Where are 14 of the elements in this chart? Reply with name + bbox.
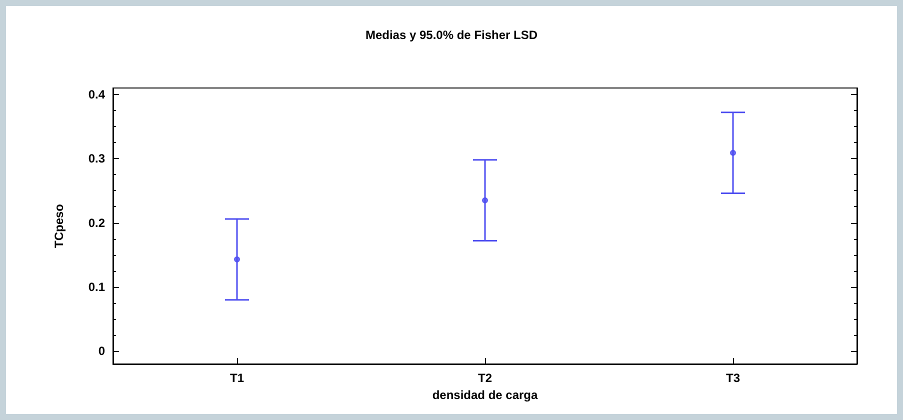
chart-title: Medias y 95.0% de Fisher LSD (365, 28, 538, 42)
x-tick-label: T1 (230, 371, 244, 385)
y-tick-label: 0.1 (88, 280, 106, 294)
y-tick-label: 0 (98, 344, 106, 358)
x-tick-label: T2 (478, 371, 492, 385)
y-tick-label: 0.4 (88, 87, 106, 102)
x-axis-title: densidad de carga (432, 388, 538, 402)
point (234, 256, 240, 262)
point (730, 150, 736, 156)
point (482, 197, 488, 204)
y-tick-label: 0.3 (88, 152, 106, 166)
y-tick-label: 0.2 (88, 216, 106, 230)
x-tick-label: T3 (726, 371, 740, 385)
y-axis-title: TCpeso (52, 204, 66, 248)
